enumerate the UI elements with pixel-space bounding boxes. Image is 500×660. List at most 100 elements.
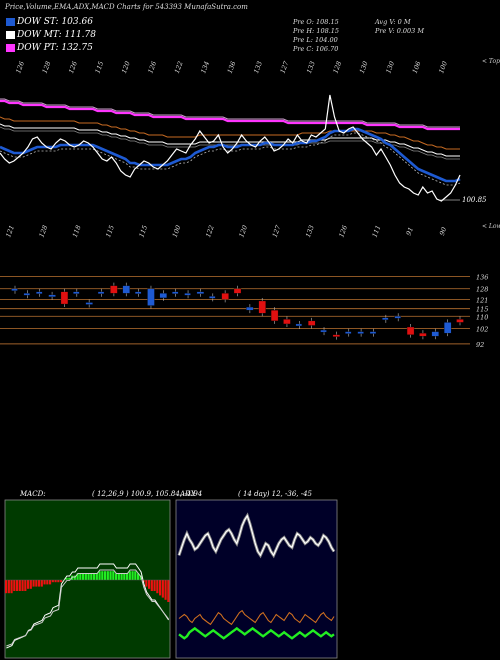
- top-label: 126: [146, 60, 158, 74]
- candle: [23, 293, 31, 296]
- macd-bar: [73, 575, 76, 580]
- adx-series-adx: [178, 514, 335, 557]
- macd-bar: [82, 573, 85, 580]
- top-label: 130: [358, 60, 370, 74]
- macd-bar: [32, 580, 35, 587]
- adx-title: ADX: [179, 490, 197, 498]
- candle: [406, 326, 415, 335]
- macd-bar: [106, 571, 109, 580]
- macd-bar: [43, 580, 46, 585]
- candle: [246, 306, 254, 311]
- top-label: 130: [384, 60, 396, 74]
- macd-bar: [131, 571, 134, 580]
- price-line: [0, 94, 461, 202]
- level-label: 121: [476, 296, 488, 304]
- macd-bar: [68, 577, 71, 580]
- bottom-label: 91: [405, 226, 415, 237]
- macd-bar: [112, 571, 115, 580]
- bottom-label: 126: [337, 224, 349, 238]
- candle: [48, 294, 56, 297]
- legend-swatch-st: [6, 18, 15, 26]
- level-label: 102: [476, 326, 488, 334]
- adx-series-plusdi: [178, 626, 335, 640]
- candle: [431, 331, 439, 337]
- top-label: 120: [120, 60, 132, 74]
- candle: [184, 293, 191, 296]
- macd-bar: [167, 580, 170, 602]
- top-label: 128: [331, 60, 343, 74]
- candle: [60, 291, 69, 305]
- candle: [159, 293, 167, 299]
- macd-bar: [7, 580, 10, 594]
- macd-bar: [27, 580, 30, 589]
- top-label: 126: [14, 60, 26, 74]
- top-label: 134: [199, 60, 211, 74]
- bottom-label: 115: [104, 224, 116, 238]
- bottom-label: 115: [137, 224, 149, 238]
- macd-bar: [128, 571, 131, 580]
- macd-bar: [156, 580, 159, 594]
- macd-bar: [21, 580, 24, 591]
- candle: [258, 300, 266, 314]
- macd-bar: [38, 580, 41, 587]
- chart-header: Price,Volume,EMA,ADX,MACD Charts for 543…: [5, 3, 248, 11]
- ema-short-dotted-line: [0, 132, 461, 186]
- macd-bar: [93, 573, 96, 580]
- level-label: 136: [476, 273, 488, 281]
- candle: [357, 331, 364, 334]
- macd-bar: [29, 580, 32, 589]
- candle: [295, 323, 302, 327]
- candle: [345, 331, 352, 334]
- candle: [36, 291, 43, 294]
- bottom-label: 90: [438, 226, 448, 237]
- ema-mid-gray-line: [0, 126, 460, 160]
- candle: [73, 291, 80, 294]
- top-label: 100: [437, 60, 449, 74]
- candle: [308, 320, 316, 326]
- macd-bar: [87, 573, 90, 580]
- macd-bar: [120, 573, 123, 580]
- macd-bar: [40, 580, 43, 587]
- top-label: 115: [94, 60, 106, 74]
- macd-bar: [84, 573, 87, 580]
- macd-bar: [137, 573, 140, 580]
- macd-bar: [115, 573, 118, 580]
- tops-label: < Tops: [482, 58, 500, 65]
- bottom-label: 127: [271, 223, 283, 238]
- ohlc-avg-volume: Avg V: 0 M: [375, 18, 411, 26]
- top-label: 136: [226, 60, 238, 74]
- macd-bar: [16, 580, 19, 591]
- ohlc-volume: Pre V: 0.003 M: [375, 27, 425, 35]
- candle: [85, 302, 93, 305]
- candle: [332, 334, 341, 337]
- candle: [110, 285, 118, 294]
- legend-dow-pt: DOW PT: 132.75: [17, 43, 93, 53]
- candle: [320, 329, 327, 333]
- adx-series-minusdi: [178, 609, 335, 626]
- macd-bar: [13, 580, 16, 591]
- ema-long-line: [0, 99, 460, 131]
- candle: [283, 319, 291, 325]
- macd-bar: [150, 580, 153, 591]
- candle: [147, 288, 155, 306]
- macd-bar: [5, 580, 8, 594]
- candle: [394, 316, 401, 319]
- bottom-label: 122: [204, 224, 216, 238]
- macd-bar: [35, 580, 38, 587]
- macd-bar: [51, 580, 54, 583]
- macd-bar: [117, 573, 120, 580]
- top-label: 122: [173, 60, 185, 74]
- bottom-label: 118: [71, 224, 83, 238]
- macd-bar: [159, 580, 162, 596]
- candle: [233, 288, 242, 294]
- level-label: 115: [476, 306, 488, 314]
- macd-bar: [54, 580, 57, 583]
- macd-line: [6, 563, 170, 649]
- top-label: 106: [411, 60, 423, 74]
- last-price-label: 100.85: [462, 196, 487, 204]
- macd-bar: [95, 573, 98, 580]
- legend-dow-mt: DOW MT: 111.78: [17, 30, 96, 40]
- macd-bar: [153, 580, 156, 591]
- ema-mid-orange-line: [0, 116, 460, 150]
